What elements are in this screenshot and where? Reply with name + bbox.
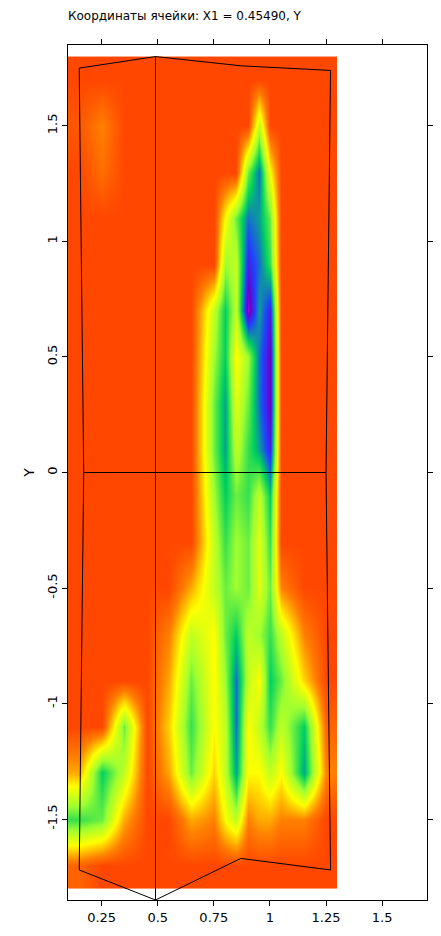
svg-text:0.5: 0.5 <box>45 345 60 366</box>
svg-text:Координаты ячейки: X1 = 0.4549: Координаты ячейки: X1 = 0.45490, Y <box>68 9 302 23</box>
svg-text:-0.5: -0.5 <box>45 573 60 598</box>
svg-text:-1: -1 <box>45 695 60 708</box>
svg-text:1.5: 1.5 <box>45 114 60 135</box>
svg-text:1.25: 1.25 <box>312 910 341 925</box>
svg-text:Y: Y <box>21 468 37 478</box>
svg-text:-1.5: -1.5 <box>45 804 60 829</box>
svg-text:1.5: 1.5 <box>372 910 393 925</box>
svg-text:1: 1 <box>266 910 274 925</box>
svg-text:0.25: 0.25 <box>87 910 116 925</box>
svg-text:0: 0 <box>45 466 60 474</box>
svg-text:0.75: 0.75 <box>199 910 228 925</box>
svg-text:0.5: 0.5 <box>147 910 168 925</box>
svg-text:1: 1 <box>45 235 60 243</box>
